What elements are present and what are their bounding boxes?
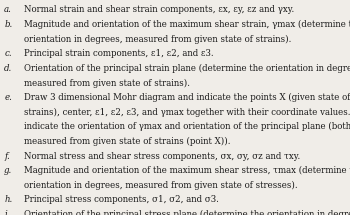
Text: e.: e. bbox=[4, 93, 12, 102]
Text: strains), center, ε1, ε2, ε3, and γmax together with their coordinate values. Al: strains), center, ε1, ε2, ε3, and γmax t… bbox=[24, 108, 350, 117]
Text: f.: f. bbox=[4, 152, 10, 161]
Text: g.: g. bbox=[4, 166, 13, 175]
Text: c.: c. bbox=[4, 49, 12, 58]
Text: Orientation of the principal stress plane (determine the orientation in degrees,: Orientation of the principal stress plan… bbox=[24, 210, 350, 215]
Text: Principal strain components, ε1, ε2, and ε3.: Principal strain components, ε1, ε2, and… bbox=[24, 49, 214, 58]
Text: b.: b. bbox=[4, 20, 13, 29]
Text: Draw 3 dimensional Mohr diagram and indicate the points X (given state of: Draw 3 dimensional Mohr diagram and indi… bbox=[24, 93, 350, 102]
Text: Normal stress and shear stress components, σx, σy, σz and τxy.: Normal stress and shear stress component… bbox=[24, 152, 300, 161]
Text: Principal stress components, σ1, σ2, and σ3.: Principal stress components, σ1, σ2, and… bbox=[24, 195, 219, 204]
Text: orientation in degrees, measured from given state of stresses).: orientation in degrees, measured from gi… bbox=[24, 181, 298, 190]
Text: d.: d. bbox=[4, 64, 13, 73]
Text: measured from given state of strains).: measured from given state of strains). bbox=[24, 78, 190, 88]
Text: h.: h. bbox=[4, 195, 13, 204]
Text: Magnitude and orientation of the maximum shear stress, τmax (determine the: Magnitude and orientation of the maximum… bbox=[24, 166, 350, 175]
Text: measured from given state of strains (point X)).: measured from given state of strains (po… bbox=[24, 137, 230, 146]
Text: indicate the orientation of γmax and orientation of the principal plane (both: indicate the orientation of γmax and ori… bbox=[24, 122, 350, 131]
Text: Orientation of the principal strain plane (determine the orientation in degrees,: Orientation of the principal strain plan… bbox=[24, 64, 350, 73]
Text: i.: i. bbox=[4, 210, 10, 215]
Text: Magnitude and orientation of the maximum shear strain, γmax (determine the: Magnitude and orientation of the maximum… bbox=[24, 20, 350, 29]
Text: Normal strain and shear strain components, εx, εy, εz and γxy.: Normal strain and shear strain component… bbox=[24, 5, 294, 14]
Text: orientation in degrees, measured from given state of strains).: orientation in degrees, measured from gi… bbox=[24, 35, 291, 44]
Text: a.: a. bbox=[4, 5, 12, 14]
